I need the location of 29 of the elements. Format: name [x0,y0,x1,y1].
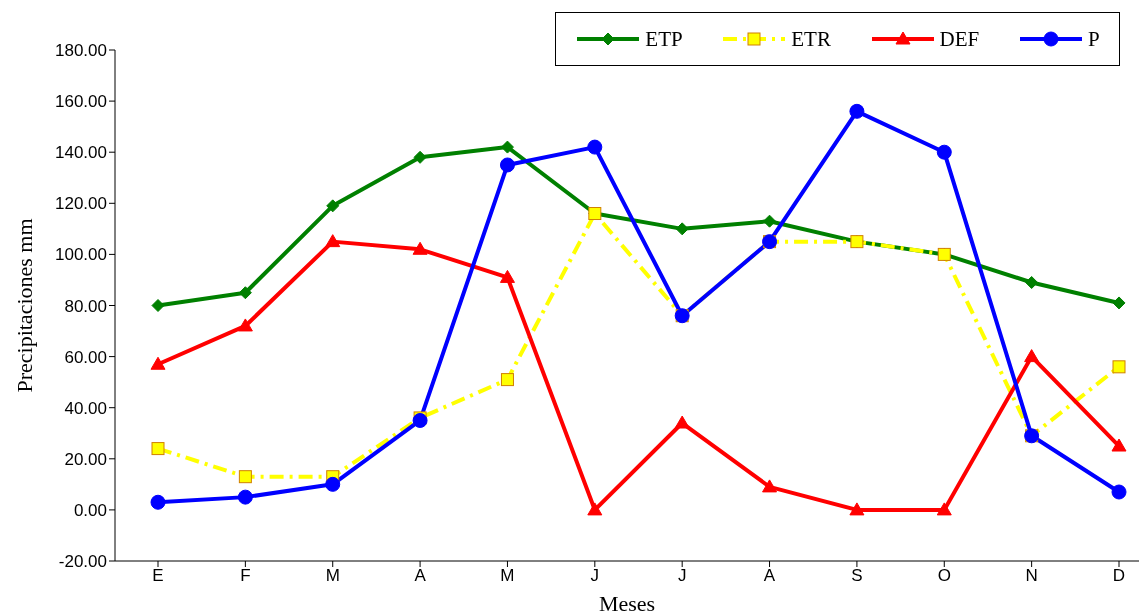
y-tick-label: 60.00 [64,347,107,367]
x-tick-label: S [851,566,863,586]
y-tick-label: 180.00 [55,41,107,61]
x-axis-title: Meses [598,591,656,611]
y-axis-title: Precipitaciones mm [11,218,37,393]
x-tick-label: M [325,566,340,586]
y-tick-label: -20.00 [58,552,107,572]
y-tick-label: 0.00 [73,500,107,520]
y-tick-label: 140.00 [55,143,107,163]
x-tick-label: N [1025,566,1038,586]
y-tick-label: 40.00 [64,398,107,418]
x-tick-label: E [152,566,164,586]
y-tick-label: 80.00 [64,296,107,316]
y-tick-label: 160.00 [55,92,107,112]
x-tick-label: A [763,566,776,586]
y-tick-label: 100.00 [55,245,107,265]
x-tick-label: F [240,566,251,586]
x-tick-label: M [500,566,515,586]
y-tick-label: 120.00 [55,194,107,214]
legend-label: ETR [791,26,831,52]
x-tick-label: J [677,566,687,586]
x-tick-label: O [937,566,951,586]
y-tick-label: 20.00 [64,449,107,469]
legend-label: DEF [939,26,980,52]
legend-label: P [1087,26,1100,52]
x-tick-label: D [1112,566,1126,586]
legend-label: ETP [645,26,683,52]
x-tick-label: J [590,566,600,586]
x-tick-label: A [414,566,427,586]
